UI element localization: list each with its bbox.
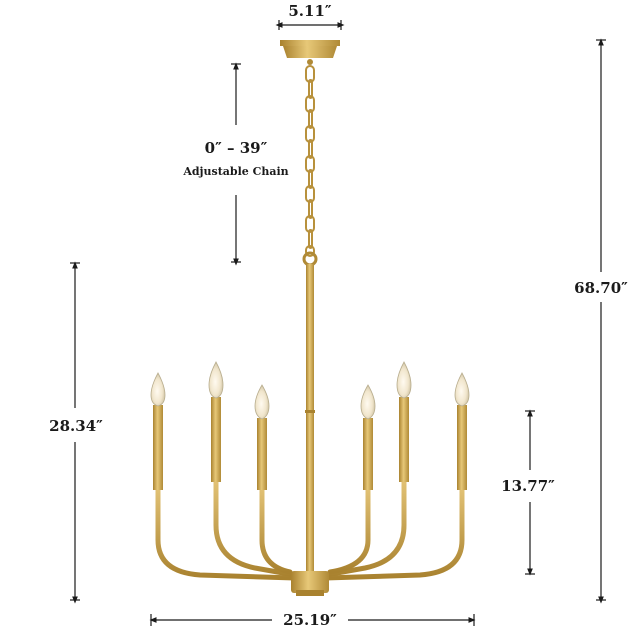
candle-bulbs — [150, 361, 470, 420]
chandelier — [150, 40, 470, 596]
body-height-label: 28.34″ — [49, 417, 103, 435]
center-stem — [302, 251, 318, 574]
total-height-label: 68.70″ — [574, 279, 628, 297]
curved-arms — [155, 477, 465, 581]
adjustable-chain — [305, 65, 315, 257]
total-width-label: 25.19″ — [283, 611, 337, 629]
ceiling-canopy — [280, 40, 340, 65]
bulb — [360, 384, 376, 420]
chain-length-label: 0″ – 39″ — [205, 139, 268, 157]
canopy-width-label: 5.11″ — [288, 2, 332, 20]
center-cup — [291, 571, 329, 596]
bulb — [396, 361, 412, 399]
chain-note-label: Adjustable Chain — [182, 165, 288, 178]
bulb — [208, 361, 224, 399]
bulb — [454, 372, 470, 407]
candle-sleeves — [153, 397, 467, 490]
candle-height-label: 13.77″ — [501, 477, 555, 495]
dimension-lines — [70, 20, 606, 626]
bulb — [150, 372, 166, 407]
bulb — [254, 384, 270, 420]
dimension-labels: 5.11″ 0″ – 39″ Adjustable Chain 68.70″ 2… — [49, 2, 628, 629]
